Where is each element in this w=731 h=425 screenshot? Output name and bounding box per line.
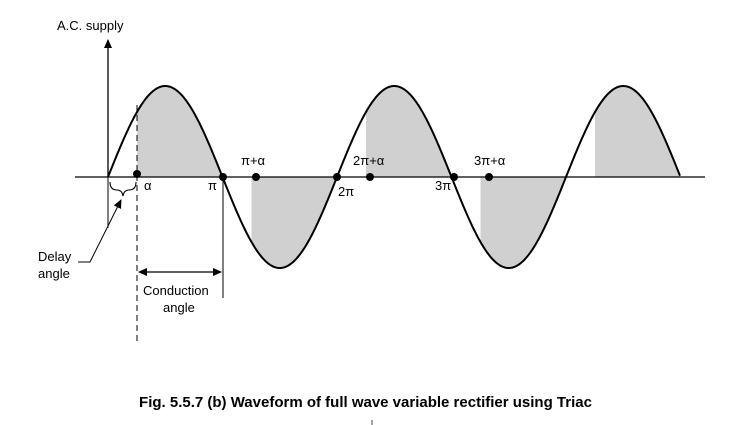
delay-angle-label-line1: Delay xyxy=(38,249,72,264)
figure-caption: Fig. 5.5.7 (b) Waveform of full wave var… xyxy=(139,394,592,411)
delay-angle-leader xyxy=(78,199,122,263)
point-alpha xyxy=(133,170,141,178)
conduction-region xyxy=(137,86,223,177)
point-pi-plus-alpha xyxy=(252,173,260,181)
delay-angle-brace xyxy=(109,181,137,197)
point-3pi xyxy=(450,173,458,181)
label-3pi-plus-alpha: 3π+α xyxy=(474,153,506,168)
point-3pi-plus-alpha xyxy=(485,173,493,181)
y-axis-label: A.C. supply xyxy=(57,18,124,33)
conduction-shading xyxy=(137,86,680,268)
delay-angle-label-line2: angle xyxy=(38,266,70,281)
conduction-region xyxy=(366,86,452,177)
label-pi-plus-alpha: π+α xyxy=(241,153,266,168)
label-pi: π xyxy=(208,178,217,193)
label-alpha: α xyxy=(144,178,152,193)
conduction-region xyxy=(251,177,337,268)
conduction-region xyxy=(480,177,566,268)
point-pi xyxy=(219,173,227,181)
label-3pi: 3π xyxy=(435,178,451,193)
label-2pi: 2π xyxy=(338,184,354,199)
ac-waveform xyxy=(107,84,681,270)
point-2pi xyxy=(333,173,341,181)
point-2pi-plus-alpha xyxy=(366,173,374,181)
conduction-region xyxy=(595,86,680,177)
conduction-angle-label-line1: Conduction xyxy=(143,283,209,298)
label-2pi-plus-alpha: 2π+α xyxy=(353,153,385,168)
conduction-angle-label-line2: angle xyxy=(163,300,195,315)
